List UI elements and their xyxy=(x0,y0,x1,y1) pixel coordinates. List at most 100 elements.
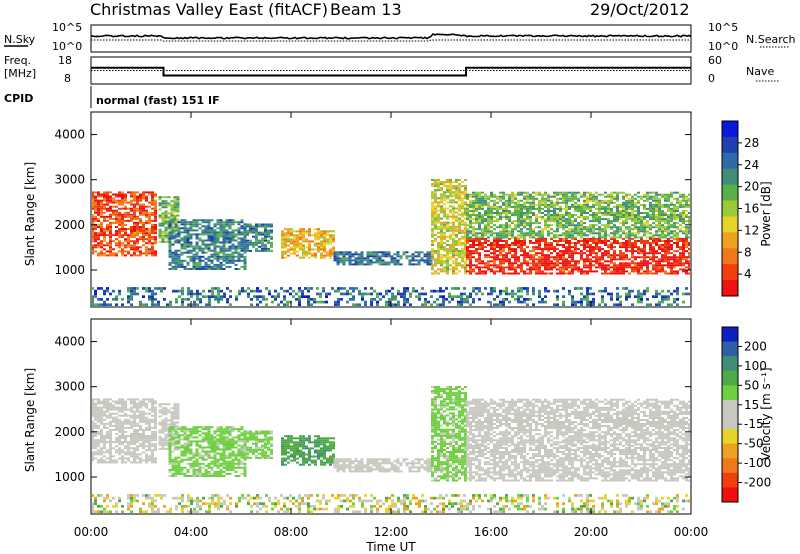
power-cell xyxy=(556,258,559,261)
power-cell xyxy=(385,303,388,306)
power-cell xyxy=(216,245,220,248)
power-cell xyxy=(127,191,130,194)
power-cell xyxy=(381,251,385,254)
power-cell xyxy=(154,240,157,243)
power-cell xyxy=(556,199,559,202)
power-cell xyxy=(553,230,556,233)
power-cell xyxy=(431,193,434,196)
power-cell xyxy=(517,224,520,227)
power-cell xyxy=(180,261,184,264)
power-cell xyxy=(130,292,133,296)
power-cell xyxy=(124,197,127,200)
power-cell xyxy=(556,256,559,259)
power-cell xyxy=(640,300,643,304)
power-cell xyxy=(619,242,622,244)
power-cell xyxy=(571,197,574,200)
power-cell xyxy=(625,201,628,204)
power-cell xyxy=(210,235,214,238)
power-cell xyxy=(490,256,493,259)
power-cell xyxy=(296,230,299,233)
power-cell xyxy=(607,264,610,267)
power-cell xyxy=(210,219,214,222)
power-cell xyxy=(249,225,252,228)
power-cell xyxy=(496,210,499,212)
power-cell xyxy=(440,223,443,226)
power-cell xyxy=(679,193,682,196)
power-cell xyxy=(171,237,175,240)
power-cell xyxy=(121,228,124,230)
nave-label: Nave xyxy=(746,65,774,78)
power-cell xyxy=(133,234,136,237)
power-cell xyxy=(556,268,559,271)
power-cell xyxy=(598,230,601,233)
power-cell xyxy=(246,247,249,250)
power-cell xyxy=(574,193,577,196)
power-cell xyxy=(532,228,535,231)
power-cell xyxy=(526,264,529,267)
power-cell xyxy=(372,251,376,254)
power-cell xyxy=(616,270,619,273)
power-cell xyxy=(568,262,571,265)
power-cell xyxy=(679,216,682,218)
power-cell xyxy=(274,289,277,293)
power-cell xyxy=(130,295,133,298)
power-cell xyxy=(204,245,208,248)
power-cell xyxy=(574,205,577,208)
power-cell xyxy=(449,256,452,259)
power-cell xyxy=(661,236,664,239)
power-cell xyxy=(472,252,475,255)
velocity-cell xyxy=(94,414,97,417)
power-cell xyxy=(481,262,484,265)
power-cell xyxy=(94,205,97,208)
velocity-cell xyxy=(106,416,109,419)
power-cell xyxy=(431,248,434,251)
power-cell xyxy=(388,300,391,304)
cpid-value: normal (fast) 151 IF xyxy=(96,94,220,107)
power-cell xyxy=(121,207,124,210)
power-cell xyxy=(316,287,319,290)
power-cell xyxy=(354,253,358,256)
power-cell xyxy=(431,235,434,238)
power-cell xyxy=(559,218,562,221)
power-cell xyxy=(440,221,443,224)
power-cell xyxy=(323,254,326,257)
power-cell xyxy=(440,193,443,196)
power-cell xyxy=(520,218,523,221)
power-cell xyxy=(225,261,229,264)
power-cell xyxy=(369,263,373,266)
power-cell xyxy=(198,233,202,236)
power-cell xyxy=(446,213,449,216)
power-cell xyxy=(541,228,544,231)
power-cell xyxy=(313,298,316,301)
power-cell xyxy=(133,197,136,200)
power-cell xyxy=(92,207,94,210)
power-cell xyxy=(586,242,589,244)
power-cell xyxy=(299,228,302,231)
power-cell xyxy=(271,295,274,298)
power-cell xyxy=(595,195,598,198)
power-cell xyxy=(173,204,177,207)
power-cell xyxy=(151,292,154,296)
power-cell xyxy=(613,195,616,198)
power-cell xyxy=(502,248,505,251)
power-cell xyxy=(685,260,688,263)
power-cell xyxy=(452,181,455,184)
power-cell xyxy=(177,259,181,262)
power-cell xyxy=(682,252,685,255)
power-cell xyxy=(565,212,568,214)
power-cell xyxy=(601,262,604,265)
power-cell xyxy=(532,207,535,210)
power-cell xyxy=(682,195,685,198)
power-cell xyxy=(475,218,478,221)
power-cell xyxy=(556,214,559,216)
power-cell xyxy=(559,226,562,229)
power-cell xyxy=(180,221,184,224)
power-cell xyxy=(601,266,604,269)
power-cell xyxy=(547,210,550,212)
power-cell xyxy=(148,250,151,253)
power-cell xyxy=(604,260,607,263)
power-cell xyxy=(469,240,472,242)
power-cell xyxy=(574,230,577,233)
power-cell xyxy=(241,289,244,293)
power-cell xyxy=(526,195,529,198)
